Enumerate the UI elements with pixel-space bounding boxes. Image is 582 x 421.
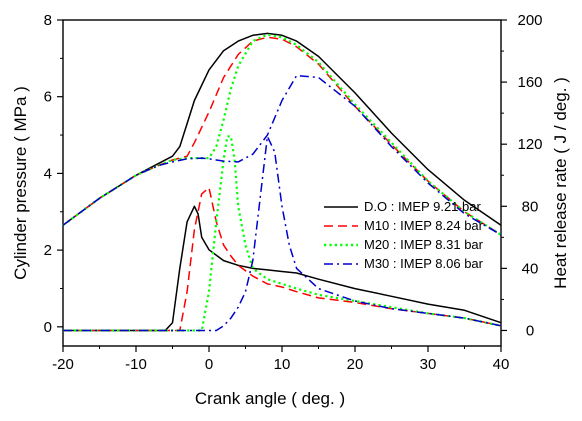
- series-3-heat-release-line: [63, 135, 502, 332]
- x-axis-title: Crank angle ( deg. ): [195, 389, 345, 408]
- x-tick-label: -10: [125, 356, 147, 373]
- x-tick-label: 10: [274, 356, 291, 373]
- legend-label-3: M20 : IMEP 8.31 bar: [364, 237, 484, 252]
- legend-label-1: D.O : IMEP 9.21 bar: [364, 199, 481, 214]
- series-lines: [62, 32, 502, 332]
- right-tick-label: 40: [522, 260, 539, 277]
- left-tick-label: 0: [44, 319, 52, 336]
- legend-label-2: M10 : IMEP 8.24 bar: [364, 218, 484, 233]
- right-tick-label: 160: [517, 74, 542, 91]
- plot-frame: [62, 19, 502, 347]
- right-tick-label: 200: [517, 12, 542, 29]
- series-1-heat-release-line: [63, 205, 502, 332]
- left-tick-label: 4: [44, 165, 52, 182]
- x-tick-label: 20: [347, 356, 364, 373]
- left-tick-label: 2: [44, 242, 52, 259]
- left-tick-label: 8: [44, 12, 52, 29]
- left-axis-ticks: 0 2 4 6 8: [44, 12, 63, 336]
- left-tick-label: 6: [44, 89, 52, 106]
- right-axis-title: Heat release rate ( J / deg. ): [551, 77, 570, 289]
- legend-label-4: M30 : IMEP 8.06 bar: [364, 256, 484, 271]
- right-tick-label: 120: [517, 136, 542, 153]
- x-axis-ticks: -20 -10 0 10 20 30 40: [52, 346, 509, 373]
- legend: D.O : IMEP 9.21 bar M10 : IMEP 8.24 bar M2…: [324, 199, 484, 271]
- series-1-pressure-line: [62, 32, 502, 226]
- right-tick-label: 80: [522, 198, 539, 215]
- series-4-heat-release-line: [63, 135, 502, 332]
- x-tick-label: 30: [420, 356, 437, 373]
- right-tick-label: 0: [526, 322, 534, 339]
- x-tick-label: -20: [52, 356, 74, 373]
- x-tick-label: 40: [493, 356, 510, 373]
- x-tick-label: 0: [205, 356, 213, 373]
- series-3-pressure-line: [62, 33, 502, 236]
- series-4-pressure-line: [62, 74, 502, 236]
- left-axis-title: Cylinder pressure ( MPa ): [11, 86, 30, 280]
- right-axis-ticks: 0 40 80 120 160 200: [501, 12, 543, 339]
